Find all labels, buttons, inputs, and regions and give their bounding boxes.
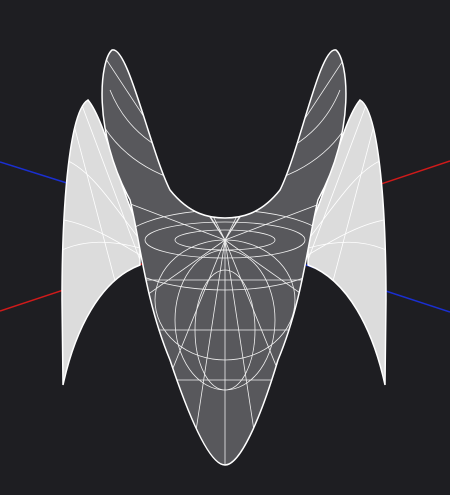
left-lobe — [61, 99, 141, 386]
axis-line — [0, 161, 71, 185]
axis-line — [377, 160, 450, 186]
